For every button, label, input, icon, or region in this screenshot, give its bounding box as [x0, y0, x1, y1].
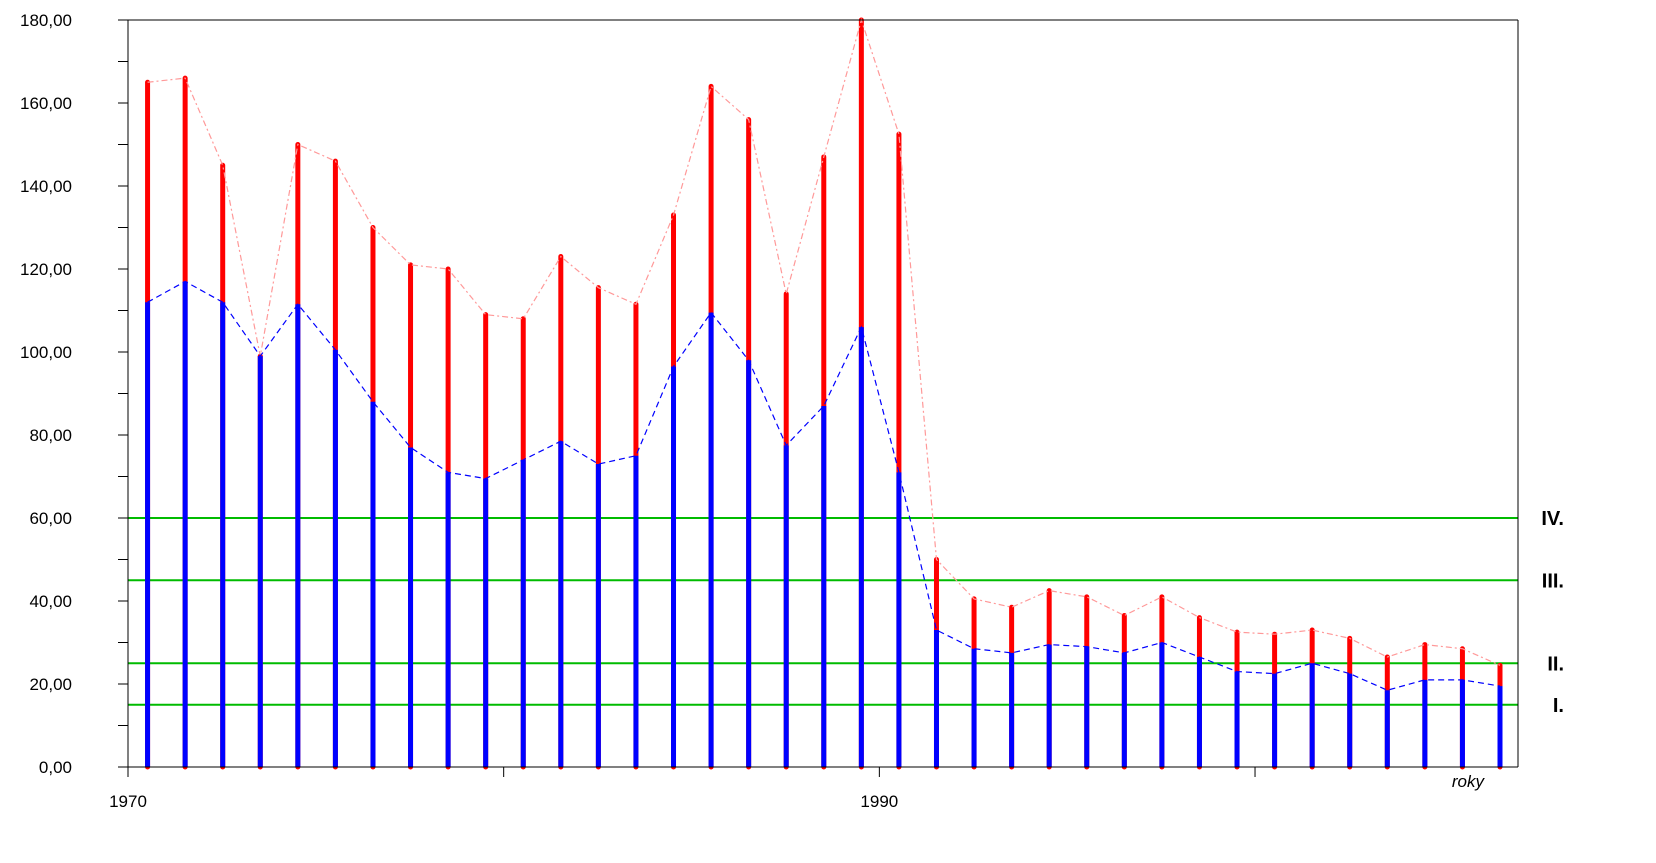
y-tick-label: 160,00 — [20, 94, 72, 113]
y-tick-label: 80,00 — [29, 426, 72, 445]
trend-lines — [147, 17, 1501, 691]
y-tick-label: 100,00 — [20, 343, 72, 362]
y-tick-label: 140,00 — [20, 177, 72, 196]
axes — [118, 19, 1519, 777]
trend-line-total — [147, 17, 1501, 666]
x-tick-label: 1990 — [860, 792, 898, 811]
reference-label: IV. — [1541, 508, 1564, 530]
x-tick-label: 1970 — [109, 792, 147, 811]
bars — [145, 17, 1503, 770]
y-tick-label: 0,00 — [39, 758, 72, 777]
x-axis-label: roky — [1452, 772, 1486, 791]
y-tick-label: 60,00 — [29, 509, 72, 528]
y-tick-label: 180,00 — [20, 11, 72, 30]
reference-label: II. — [1547, 653, 1564, 675]
y-tick-label: 120,00 — [20, 260, 72, 279]
y-tick-label: 20,00 — [29, 675, 72, 694]
reference-label: I. — [1553, 695, 1564, 717]
axis-labels: IV. III. II. I. 0,00 20,00 40,00 60,00 80,00 100,… — [20, 11, 1564, 811]
reference-label: III. — [1542, 570, 1564, 592]
y-tick-label: 40,00 — [29, 592, 72, 611]
